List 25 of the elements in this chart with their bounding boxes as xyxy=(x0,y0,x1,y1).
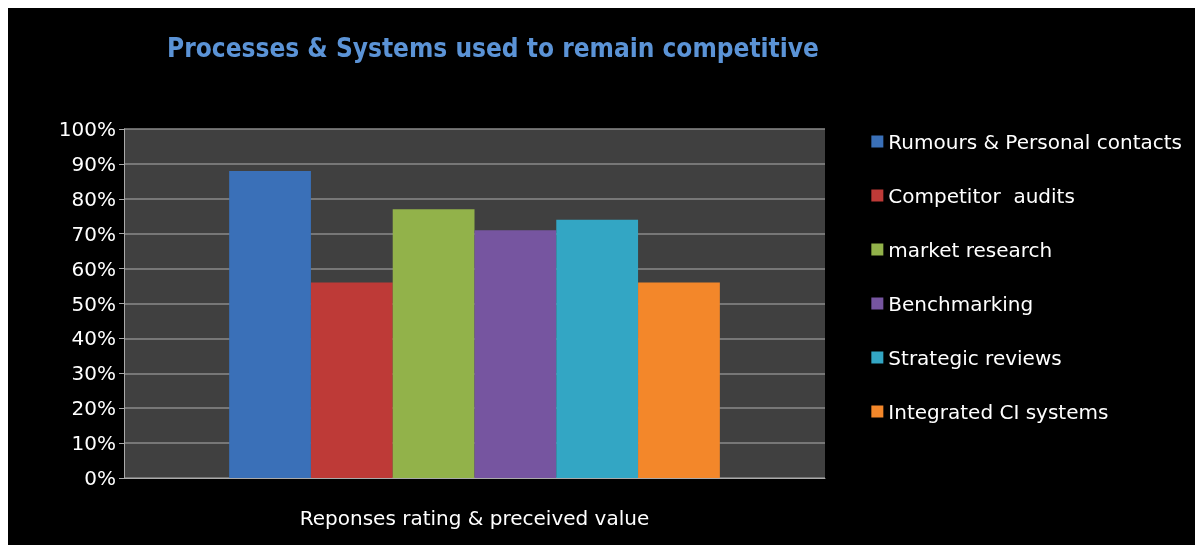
y-tick-label: 50% xyxy=(71,291,116,316)
bar xyxy=(229,170,311,478)
y-tick-label: 20% xyxy=(71,396,116,421)
y-tick-label: 70% xyxy=(71,221,116,246)
bar xyxy=(474,230,557,478)
x-tick-label: Reponses rating & preceived value xyxy=(299,506,650,530)
legend-label: Benchmarking xyxy=(888,291,1034,316)
y-tick-label: 0% xyxy=(84,466,116,490)
y-tick-label: 40% xyxy=(71,326,116,351)
legend-label: Integrated CI systems xyxy=(888,399,1109,424)
y-tick-label: 10% xyxy=(71,431,116,456)
legend-label: Rumours & Personal contacts xyxy=(888,129,1183,154)
bar xyxy=(638,282,720,478)
y-tick-label: 90% xyxy=(71,151,116,176)
legend-label: market research xyxy=(888,237,1053,262)
bar xyxy=(556,219,639,478)
y-tick-label: 80% xyxy=(71,186,116,211)
bar xyxy=(310,282,393,478)
chart-title: Processes & Systems used to remain competitive xyxy=(167,33,819,63)
y-tick-label: 100% xyxy=(58,117,116,141)
y-tick-label: 30% xyxy=(71,361,116,386)
y-tick-label: 60% xyxy=(71,256,116,281)
legend-label: Competitor audits xyxy=(888,183,1075,208)
bar xyxy=(392,209,475,478)
legend-label: Strategic reviews xyxy=(888,345,1062,370)
